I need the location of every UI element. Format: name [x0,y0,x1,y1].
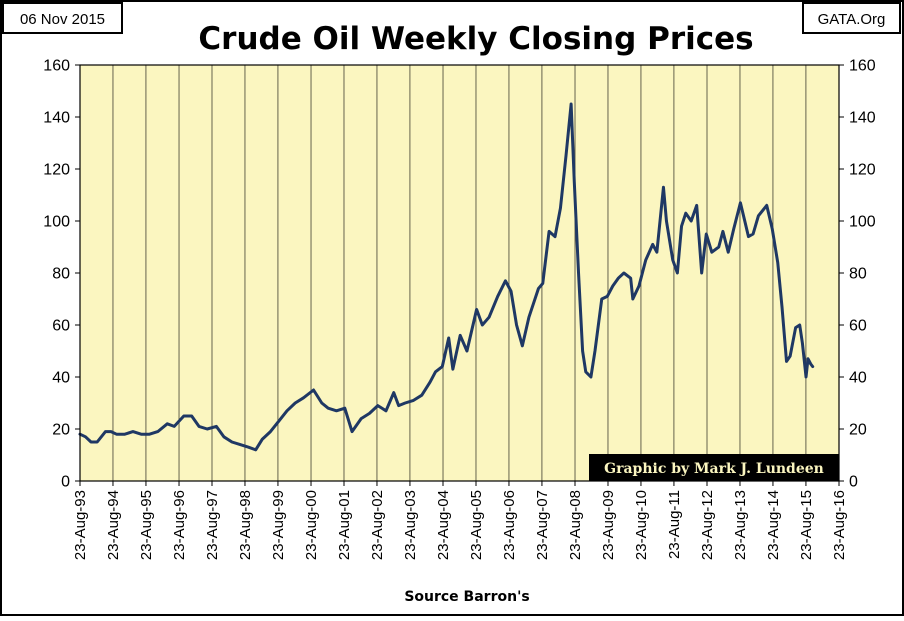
grid-lines [112,65,807,481]
y-tick-label-left: 40 [52,370,70,387]
y-axis-right: 0 20 40 60 80 100 120 140 160 [839,58,876,491]
x-tick-label: 23-Aug-03 [402,490,419,560]
x-tick-label: 23-Aug-02 [369,490,386,560]
y-tick-label-right: 40 [849,370,867,387]
y-tick-label-right: 120 [849,162,876,179]
y-axis-left: 0 20 40 60 80 100 120 140 160 [43,58,80,491]
y-tick-label-left: 20 [52,422,70,439]
source-label: GATA.Org [818,11,886,28]
y-tick-label-right: 60 [849,318,867,335]
x-tick-label: 23-Aug-96 [171,490,188,560]
y-tick-label-left: 100 [43,214,70,231]
y-tick-label-right: 20 [849,422,867,439]
y-tick-label-right: 80 [849,266,867,283]
series-group [78,102,815,452]
series-line-crude-oil [78,102,815,452]
x-tick-label: 23-Aug-08 [567,490,584,560]
x-tick-label: 23-Aug-07 [534,490,551,560]
chart-title: Crude Oil Weekly Closing Prices [198,21,753,57]
x-tick-label: 23-Aug-04 [435,490,452,560]
plot-area [80,65,839,481]
y-tick-label-left: 0 [61,474,70,491]
credit-annotation: Graphic by Mark J. Lundeen [589,454,839,481]
plot-border [79,64,840,482]
x-tick-label: 23-Aug-00 [303,490,320,560]
x-tick-label: 23-Aug-16 [831,490,848,560]
source-box-frame [802,2,901,34]
x-tick-label: 23-Aug-93 [72,490,89,560]
y-tick-label-left: 140 [43,110,70,127]
x-tick-label: 23-Aug-13 [732,490,749,560]
x-tick-label: 23-Aug-94 [105,490,122,560]
x-axis: 23-Aug-93 23-Aug-94 23-Aug-95 23-Aug-96 23-A… [72,481,848,560]
source-box: GATA.Org [802,2,901,34]
y-tick-label-left: 160 [43,58,70,75]
credit-text: Graphic by Mark J. Lundeen [604,461,824,477]
y-tick-label-right: 100 [849,214,876,231]
x-tick-label: 23-Aug-12 [699,490,716,560]
x-axis-label: Source Barron's [404,589,529,605]
y-tick-label-left: 80 [52,266,70,283]
x-tick-label: 23-Aug-95 [138,490,155,560]
date-box-frame [2,2,123,34]
y-tick-label-left: 60 [52,318,70,335]
y-tick-label-right: 140 [849,110,876,127]
x-tick-label: 23-Aug-06 [501,490,518,560]
x-tick-label: 23-Aug-99 [270,490,287,560]
x-tick-label: 23-Aug-98 [237,490,254,560]
x-tick-label: 23-Aug-10 [633,490,650,560]
y-tick-label-right: 160 [849,58,876,75]
y-tick-label-left: 120 [43,162,70,179]
x-tick-label: 23-Aug-97 [204,490,221,560]
x-tick-label: 23-Aug-14 [765,490,782,560]
x-tick-label: 23-Aug-05 [468,490,485,560]
y-tick-label-right: 0 [849,474,858,491]
x-tick-label: 23-Aug-09 [600,490,617,560]
x-tick-label: 23-Aug-01 [336,490,353,560]
credit-box [589,454,839,481]
date-box: 06 Nov 2015 [2,2,123,34]
x-tick-label: 23-Aug-15 [798,490,815,560]
x-tick-label: 23-Aug-11 [666,490,683,559]
date-label: 06 Nov 2015 [20,11,105,28]
